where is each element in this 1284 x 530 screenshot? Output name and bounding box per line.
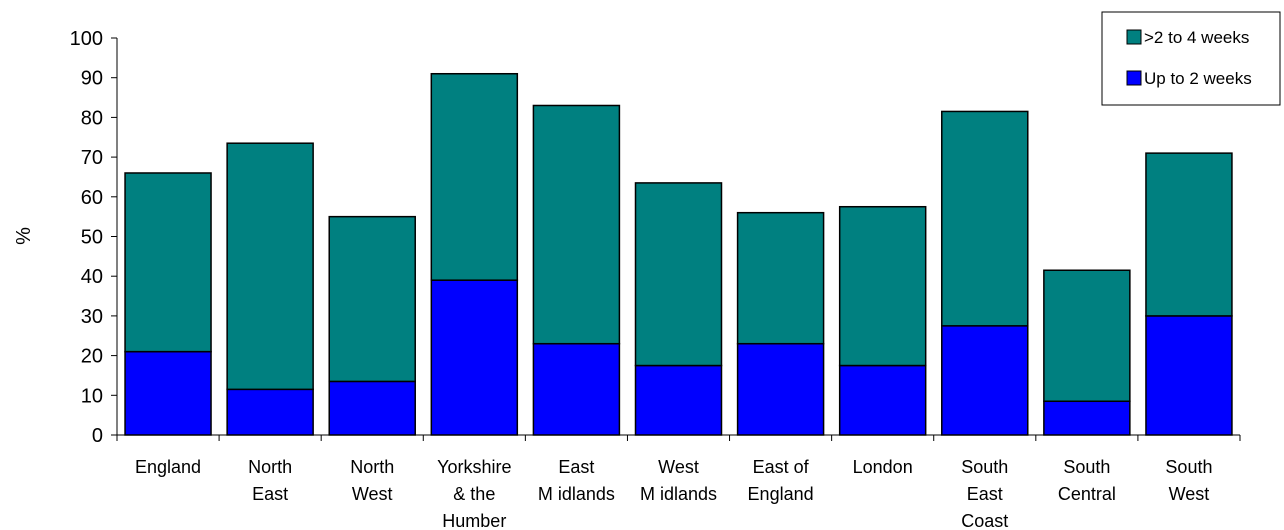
x-tick-label: North West (350, 457, 394, 504)
y-tick-label: 30 (81, 306, 103, 328)
bar-segment (430, 72, 519, 281)
x-axis: England North East North West Yorkshire & the H… (116, 434, 1241, 530)
bar-segment (532, 342, 621, 436)
y-axis-label: % (13, 227, 35, 245)
bar-segment (736, 211, 825, 345)
legend-label: >2 to 4 weeks (1144, 28, 1249, 47)
y-tick-label: 80 (81, 107, 103, 129)
x-tick-label: South West (1165, 457, 1212, 504)
y-tick-label: 60 (81, 187, 103, 209)
x-tick-label: East M idlands (538, 457, 615, 504)
y-tick-label: 40 (81, 266, 103, 288)
y-tick-label: 100 (70, 28, 103, 50)
bar-segment (124, 172, 212, 353)
y-tick-label: 10 (81, 385, 103, 407)
bar-segment (736, 342, 825, 436)
bar-segment (634, 364, 723, 436)
bar-segment (941, 325, 1029, 436)
y-tick-label: 50 (81, 227, 103, 249)
x-tick-label: South Central (1058, 457, 1116, 504)
legend-swatch (1126, 29, 1142, 45)
bar-segment (1043, 400, 1131, 436)
bar-segment (941, 110, 1029, 327)
y-tick-label: 90 (81, 68, 103, 90)
bar-segment (1145, 315, 1233, 436)
bar-segment (430, 279, 519, 436)
bar-segment (634, 182, 723, 367)
bar-segment (226, 142, 314, 391)
x-tick-label: West M idlands (640, 457, 717, 504)
legend-box (1101, 11, 1281, 106)
bar-segment (328, 380, 416, 436)
legend-label: Up to 2 weeks (1144, 69, 1252, 88)
legend: >2 to 4 weeks Up to 2 weeks (1101, 11, 1281, 106)
bar-segment (532, 104, 621, 345)
bar-segment (124, 350, 212, 436)
x-tick-label: London (853, 457, 913, 477)
bars (124, 72, 1233, 436)
bar-segment (1043, 269, 1131, 403)
x-tick-label: England (135, 457, 201, 477)
bar-segment (226, 388, 314, 436)
x-tick-label: North East (248, 457, 292, 504)
bar-segment (838, 364, 927, 436)
x-tick-label: South East Coast (961, 457, 1008, 530)
y-tick-label: 0 (92, 425, 103, 447)
legend-swatch (1126, 70, 1142, 86)
x-tick-label: East of England (748, 457, 814, 504)
y-axis: 0 10 20 30 40 50 60 70 80 90 100 (70, 28, 118, 447)
bar-segment (328, 215, 416, 383)
y-tick-label: 20 (81, 346, 103, 368)
bar-segment (838, 205, 927, 367)
x-tick-label: Yorkshire & the Humber (437, 457, 511, 530)
bar-segment (1145, 152, 1233, 317)
y-tick-label: 70 (81, 147, 103, 169)
